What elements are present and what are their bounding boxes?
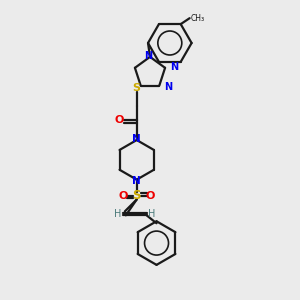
Text: N: N [170,62,178,72]
Text: H: H [114,209,122,219]
Text: O: O [146,190,155,200]
Text: N: N [132,176,141,186]
Text: N: N [144,51,152,61]
Text: O: O [118,190,128,200]
Text: CH₃: CH₃ [190,14,205,23]
Text: N: N [132,134,141,144]
Text: O: O [114,115,124,125]
Text: S: S [133,189,141,202]
Text: N: N [164,82,172,92]
Text: S: S [133,82,141,92]
Text: H: H [148,209,155,219]
